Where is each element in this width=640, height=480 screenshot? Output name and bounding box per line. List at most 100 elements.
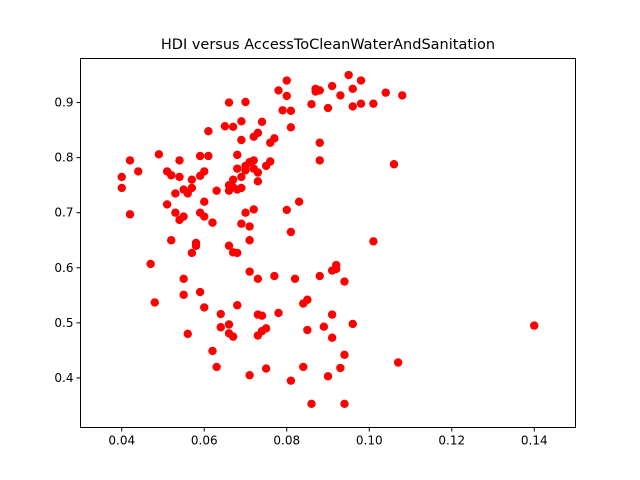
data-point [381, 88, 390, 97]
data-point [167, 171, 176, 180]
data-point [282, 91, 291, 101]
data-point [336, 363, 345, 373]
x-tick-label: 0.08 [273, 434, 300, 448]
y-tick-label: 0.8 [54, 151, 73, 165]
data-point [393, 358, 403, 367]
data-point [323, 103, 333, 113]
data-point [220, 122, 230, 131]
data-point [253, 128, 263, 138]
data-points [117, 70, 539, 409]
chart-title: HDI versus AccessToCleanWaterAndSanitati… [161, 37, 495, 53]
data-point [233, 150, 242, 160]
y-tick-label: 0.9 [54, 96, 73, 110]
axis-ticks: 0.04 0.06 0.08 0.10 0.12 0.14 0.4 0.5 0.6 0.7 0.8 0… [54, 96, 547, 448]
data-point [241, 97, 250, 107]
data-point [249, 205, 258, 214]
data-point [253, 274, 263, 283]
data-point [348, 319, 357, 329]
data-point [171, 208, 180, 217]
x-tick-label: 0.12 [438, 434, 465, 448]
data-point [336, 91, 345, 100]
data-point [348, 102, 357, 111]
y-tick-label: 0.6 [54, 261, 73, 275]
data-point [299, 362, 308, 372]
data-point [228, 332, 238, 341]
data-point [212, 362, 221, 372]
data-point [167, 236, 176, 245]
data-point [344, 70, 353, 80]
data-point [191, 241, 201, 250]
data-point [216, 309, 225, 319]
data-point [315, 138, 324, 147]
data-point [356, 99, 366, 108]
x-tick-label: 0.10 [356, 434, 383, 448]
data-point [233, 301, 242, 310]
data-point [274, 86, 283, 95]
data-point [266, 157, 275, 166]
data-point [237, 183, 246, 193]
data-point [204, 151, 213, 161]
data-point [257, 311, 267, 320]
y-tick-label: 0.4 [54, 371, 73, 385]
data-point [340, 350, 349, 359]
data-point [228, 122, 238, 131]
data-point [274, 308, 283, 318]
data-point [228, 175, 238, 184]
data-point [315, 271, 324, 281]
data-point [245, 222, 254, 231]
data-point [323, 372, 333, 381]
data-point [303, 325, 312, 335]
data-point [146, 259, 155, 269]
data-point [204, 127, 213, 136]
data-point [150, 298, 159, 307]
data-point [245, 236, 254, 245]
data-point [224, 320, 234, 329]
data-point [175, 172, 184, 182]
x-tick-label: 0.06 [191, 434, 218, 448]
data-point [200, 303, 209, 312]
data-point [307, 100, 316, 109]
data-point [245, 370, 254, 380]
data-point [237, 172, 246, 182]
data-point [286, 123, 296, 132]
data-point [270, 134, 279, 143]
data-point [398, 91, 407, 100]
data-point [340, 399, 349, 409]
data-point [195, 287, 205, 297]
x-tick-label: 0.04 [108, 434, 135, 448]
data-point [261, 364, 271, 373]
data-point [195, 151, 205, 161]
data-point [369, 237, 378, 246]
data-point [179, 290, 188, 299]
data-point [241, 166, 250, 175]
data-point [245, 267, 254, 276]
data-point [356, 76, 366, 85]
data-point [233, 248, 242, 258]
data-point [270, 271, 279, 281]
data-point [237, 117, 246, 126]
data-point [233, 164, 242, 173]
data-point [208, 218, 217, 227]
data-point [179, 212, 188, 221]
data-point [117, 183, 126, 193]
data-point [286, 106, 296, 116]
data-point [179, 274, 188, 283]
y-tick-label: 0.7 [54, 206, 73, 220]
data-point [286, 227, 296, 237]
data-point [290, 274, 300, 283]
data-point [319, 322, 329, 331]
data-point [154, 150, 164, 159]
plot-area-frame [80, 58, 576, 428]
data-point [261, 324, 271, 333]
data-point [315, 156, 324, 165]
x-tick-label: 0.14 [521, 434, 548, 448]
data-point [162, 200, 172, 209]
data-point [348, 84, 357, 93]
data-point [282, 205, 291, 215]
data-point [175, 156, 184, 165]
data-point [125, 210, 135, 219]
data-point [286, 376, 296, 385]
data-point [200, 167, 209, 176]
data-point [200, 197, 209, 206]
